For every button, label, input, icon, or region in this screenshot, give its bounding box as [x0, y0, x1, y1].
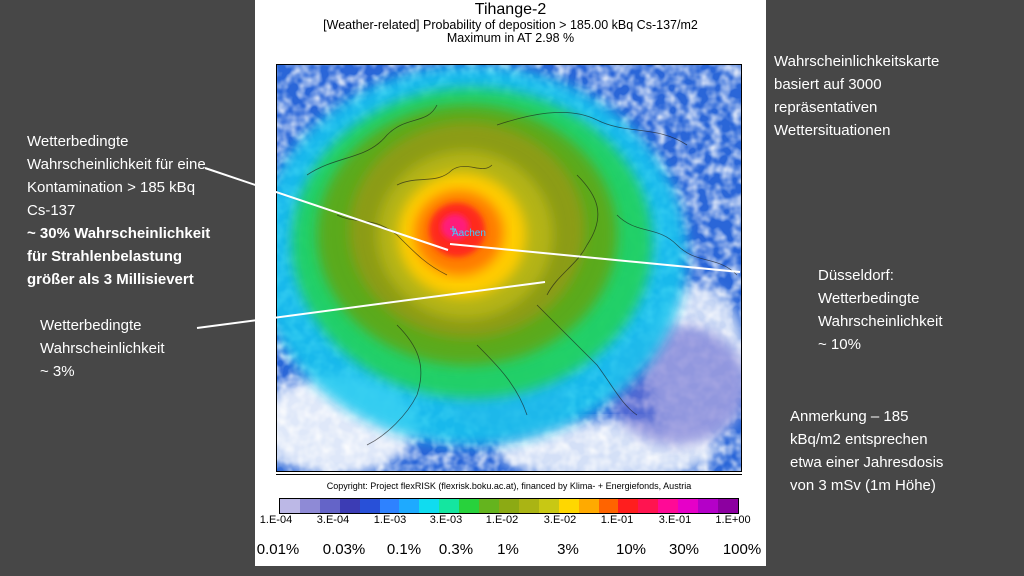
color-scale-tick-label: 3.E-02 [543, 514, 577, 526]
note-line: Düsseldorf: [818, 267, 894, 284]
color-scale-bar [279, 498, 739, 514]
percent-scale-label: 10% [615, 541, 647, 558]
note-line-bold: ~ 30% Wahrscheinlichkeit [27, 225, 211, 242]
color-scale-swatch [359, 499, 380, 513]
color-scale-tick-label: 3.E-04 [316, 514, 350, 526]
color-scale-tick-label: 1.E-02 [485, 514, 519, 526]
color-scale-swatch [717, 499, 738, 513]
color-scale-swatch [399, 499, 420, 513]
probability-map-graphic [277, 65, 741, 471]
note-line: Wetterbedingte [40, 317, 142, 334]
color-scale-swatch [379, 499, 400, 513]
note-line: repräsentativen [774, 99, 878, 116]
percent-scale-label: 1% [497, 541, 519, 558]
color-scale-swatch [339, 499, 360, 513]
color-scale-tick-label: 1.E-04 [259, 514, 293, 526]
note-line: Wahrscheinlichkeit [818, 313, 943, 330]
color-scale-tick-label: 1.E-03 [373, 514, 407, 526]
note-line: Wahrscheinlichkeit für eine [27, 156, 206, 173]
color-scale-swatch [598, 499, 619, 513]
color-scale-swatch [558, 499, 579, 513]
map-title-block: Tihange-2 [Weather-related] Probability … [255, 1, 766, 45]
color-scale-swatch [299, 499, 320, 513]
aachen-marker-icon [450, 226, 456, 232]
note-line-bold: größer als 3 Millisievert [27, 271, 194, 288]
percent-scale-label: 0.3% [438, 541, 474, 558]
color-scale-tick-label: 1.E-01 [600, 514, 634, 526]
color-scale-swatch [479, 499, 499, 513]
note-contamination-probability: Wetterbedingte Wahrscheinlichkeit für ei… [27, 130, 210, 291]
color-scale-swatch [698, 499, 718, 513]
probability-map [276, 64, 742, 472]
color-scale-swatch [498, 499, 519, 513]
color-scale-swatch [638, 499, 659, 513]
note-line: Wetterbedingte [818, 290, 920, 307]
color-scale-tick-label: 3.E-01 [658, 514, 692, 526]
note-line: Wetterbedingte [27, 133, 129, 150]
note-three-percent: Wetterbedingte Wahrscheinlichkeit ~ 3% [40, 314, 165, 383]
copyright-notice: Copyright: Project flexRISK (flexrisk.bo… [276, 474, 742, 497]
color-scale-tick-label: 3.E-03 [429, 514, 463, 526]
color-scale-swatch [578, 499, 599, 513]
note-line: ~ 3% [40, 363, 75, 380]
percent-scale-label: 0.01% [256, 541, 300, 558]
note-duesseldorf: Düsseldorf: Wetterbedingte Wahrscheinlic… [818, 264, 943, 356]
percent-scale-label: 0.1% [386, 541, 422, 558]
note-line: kBq/m2 entsprechen [790, 431, 928, 448]
color-scale-swatch [658, 499, 679, 513]
note-line: Wahrscheinlichkeitskarte [774, 53, 940, 70]
note-probability-map-basis: Wahrscheinlichkeitskarte basiert auf 300… [774, 50, 939, 142]
color-scale-swatch [538, 499, 559, 513]
percent-scale-label: 30% [668, 541, 700, 558]
map-subtitle: [Weather-related] Probability of deposit… [323, 17, 698, 32]
color-scale-swatch [518, 499, 539, 513]
color-scale-swatch [678, 499, 699, 513]
note-line: Kontamination > 185 kBq [27, 179, 196, 196]
percent-scale-row: 0.01% 0.03% 0.1% 0.3% 1% 3% 10% 30% 100% [255, 536, 766, 566]
note-line: ~ 10% [818, 336, 861, 353]
color-scale-swatch [439, 499, 460, 513]
color-scale-swatch [319, 499, 340, 513]
color-scale-swatch [618, 499, 639, 513]
note-line-bold: für Strahlenbelastung [27, 248, 183, 265]
percent-scale-label: 100% [722, 541, 762, 558]
note-line: etwa einer Jahresdosis [790, 454, 944, 471]
percent-scale-label: 0.03% [322, 541, 366, 558]
color-scale-swatch [280, 499, 300, 513]
color-scale-swatch [459, 499, 480, 513]
note-dose-remark: Anmerkung – 185 kBq/m2 entsprechen etwa … [790, 405, 943, 497]
percent-scale-label: 3% [557, 541, 579, 558]
color-scale-ticks: 1.E-04 3.E-04 1.E-03 3.E-03 1.E-02 3.E-02 1.E-… [255, 514, 766, 530]
note-line: von 3 mSv (1m Höhe) [790, 477, 936, 494]
note-line: Wettersituationen [774, 122, 891, 139]
note-line: basiert auf 3000 [774, 76, 882, 93]
map-maximum: Maximum in AT 2.98 % [446, 30, 575, 45]
map-title: Tihange-2 [474, 1, 547, 18]
color-scale-swatch [419, 499, 440, 513]
city-label-aachen: Aachen [452, 228, 486, 239]
color-scale-tick-label: 1.E+00 [715, 514, 751, 526]
note-line: Cs-137 [27, 202, 76, 219]
note-line: Wahrscheinlichkeit [40, 340, 165, 357]
note-line: Anmerkung – 185 [790, 408, 909, 425]
